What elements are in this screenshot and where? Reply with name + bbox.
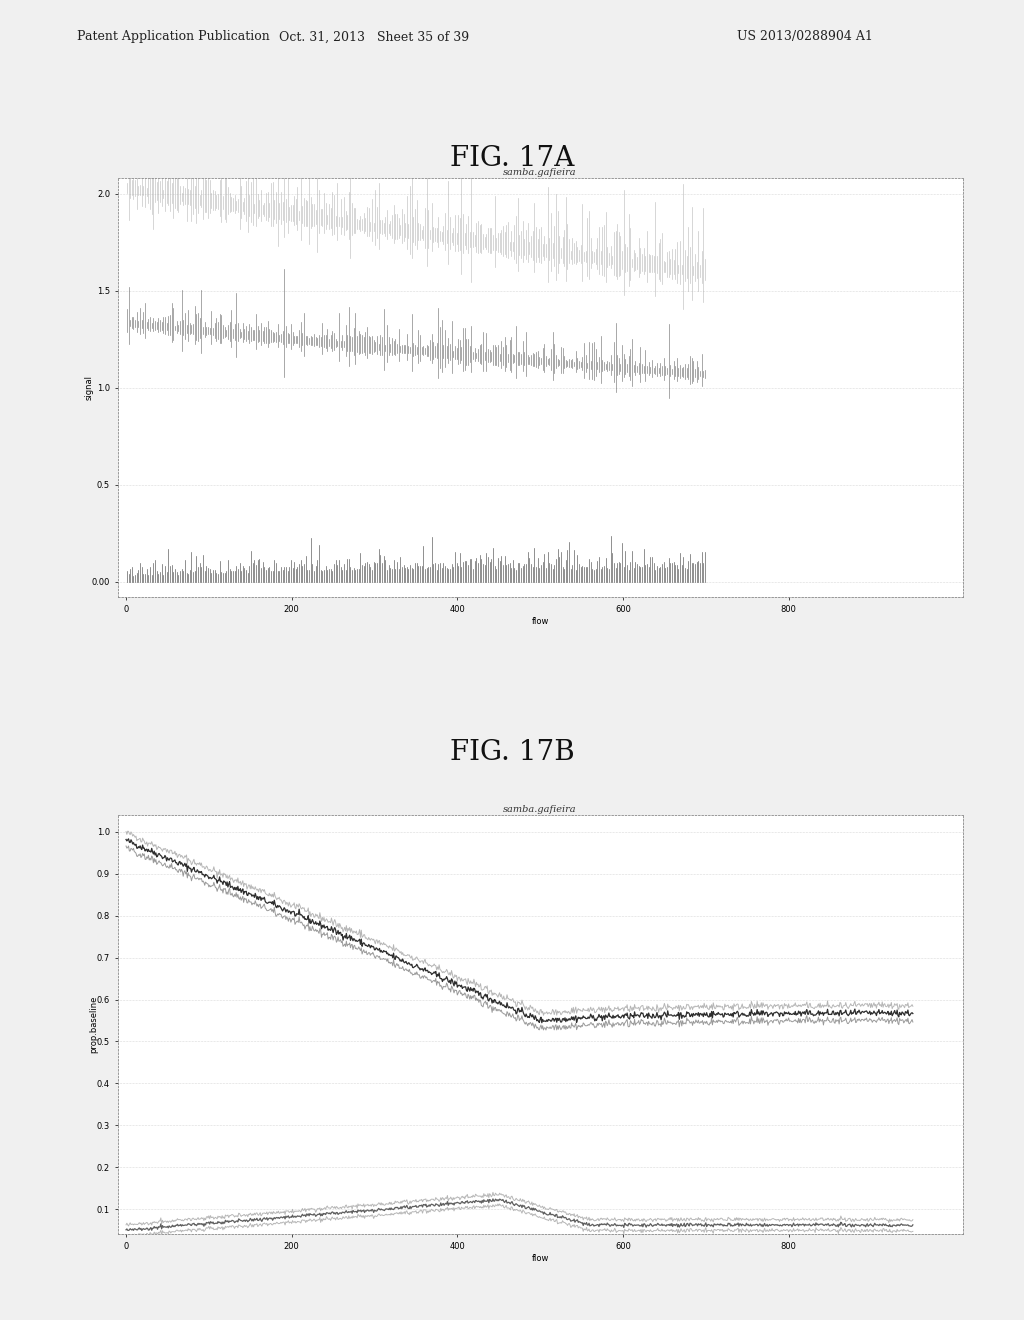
X-axis label: flow: flow xyxy=(531,1254,549,1263)
Text: FIG. 17A: FIG. 17A xyxy=(450,145,574,172)
Text: Patent Application Publication: Patent Application Publication xyxy=(77,30,269,44)
Title: samba.gafieira: samba.gafieira xyxy=(504,805,577,814)
Text: FIG. 17B: FIG. 17B xyxy=(450,739,574,766)
Text: US 2013/0288904 A1: US 2013/0288904 A1 xyxy=(737,30,873,44)
Title: samba.gafieira: samba.gafieira xyxy=(504,169,577,177)
Text: Oct. 31, 2013   Sheet 35 of 39: Oct. 31, 2013 Sheet 35 of 39 xyxy=(279,30,469,44)
X-axis label: flow: flow xyxy=(531,616,549,626)
Y-axis label: prop.baseline: prop.baseline xyxy=(89,997,98,1053)
Y-axis label: signal: signal xyxy=(84,375,93,400)
